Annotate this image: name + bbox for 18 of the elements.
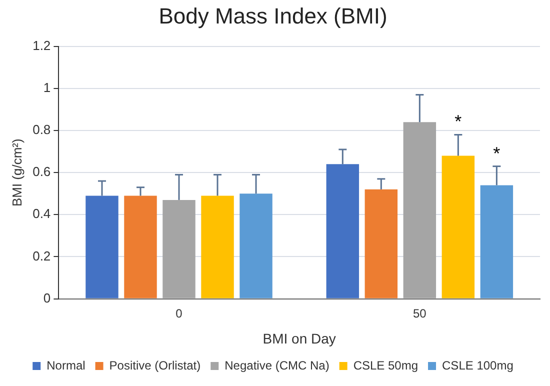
annotation: * <box>493 143 500 164</box>
y-tick-label: 1 <box>43 80 51 96</box>
y-tick-label: 0.6 <box>32 164 51 180</box>
y-tick-label: 0.4 <box>32 206 51 222</box>
legend-label: Positive (Orlistat) <box>109 358 201 372</box>
x-axis-title: BMI on Day <box>262 330 336 346</box>
y-tick-label: 0 <box>43 290 51 306</box>
x-tick-label: 50 <box>412 306 427 320</box>
y-tick-label: 0.8 <box>32 122 51 138</box>
legend-label: CSLE 50mg <box>353 358 418 372</box>
y-axis-title: BMI (g/cm²) <box>9 138 24 207</box>
legend-label: Negative (CMC Na) <box>224 358 330 372</box>
legend-label: CSLE 100mg <box>442 358 514 372</box>
annotation: * <box>454 112 462 132</box>
chart-title: Body Mass Index (BMI) <box>158 3 388 28</box>
y-tick-label: 1.2 <box>32 38 51 53</box>
legend-label: Normal <box>46 358 86 372</box>
y-tick-label: 0.2 <box>32 248 51 264</box>
